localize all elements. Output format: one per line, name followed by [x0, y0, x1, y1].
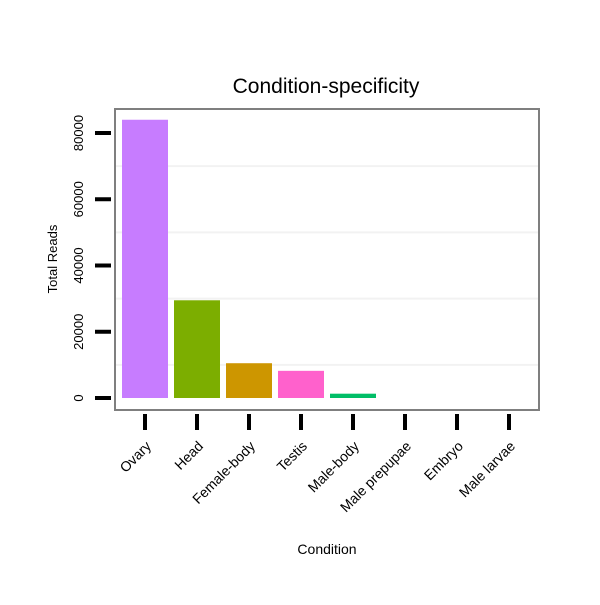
bar-female-body [226, 363, 272, 398]
x-tick-label-1: Head [171, 438, 206, 473]
x-tick-label-7: Male larvae [456, 438, 519, 501]
grid-lines [116, 165, 538, 366]
y-tick-label-0: 0 [71, 394, 86, 401]
y-tick-label-3: 60000 [71, 181, 86, 217]
x-axis-title: Condition [297, 541, 356, 557]
x-tick-label-0: Ovary [116, 438, 154, 476]
bar-male-body [330, 393, 376, 398]
plot-frame [114, 108, 540, 411]
x-tick-label-3: Testis [273, 438, 310, 475]
y-tick-label-2: 40000 [71, 247, 86, 283]
bar-testis [278, 370, 324, 398]
y-axis: 0 20000 40000 60000 80000 [71, 115, 111, 402]
bar-head [174, 300, 220, 398]
y-tick-label-4: 80000 [71, 115, 86, 151]
chart-title: Condition-specificity [233, 75, 420, 98]
y-tick-label-1: 20000 [71, 314, 86, 350]
y-axis-title: Total Reads [45, 224, 60, 293]
x-tick-label-6: Embryo [421, 438, 467, 484]
bars [122, 119, 376, 398]
bar-ovary [122, 119, 168, 398]
